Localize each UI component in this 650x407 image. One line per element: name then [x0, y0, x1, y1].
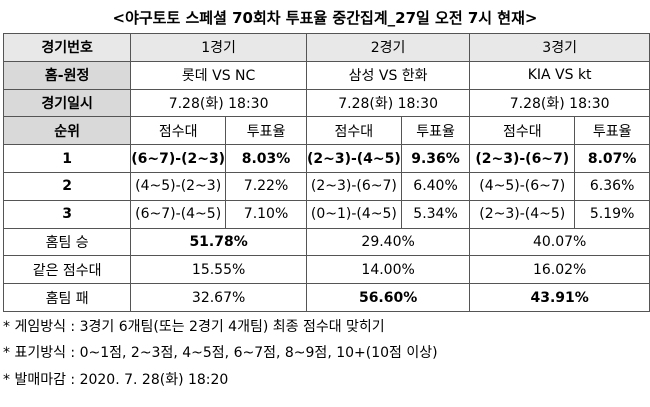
cell: 7.10%	[225, 199, 307, 229]
cell: 5.34%	[400, 199, 471, 229]
table-row: 홈-원정 롯데 VS NC 삼성 VS 한화 KIA VS kt	[2, 60, 650, 90]
rank: 1	[2, 144, 132, 173]
column-header: 투표율	[225, 116, 307, 146]
cell: 롯데 VS NC	[130, 60, 307, 90]
note: * 발매마감 : 2020. 7. 28(화) 18:20	[3, 372, 229, 388]
cell: 16.02%	[469, 255, 650, 285]
cell: 9.36%	[400, 144, 471, 173]
row-label: 홈팀 패	[2, 283, 132, 312]
cell: 14.00%	[305, 255, 471, 285]
cell: 2경기	[305, 33, 471, 62]
cell: 15.55%	[130, 255, 307, 285]
cell: 40.07%	[469, 227, 650, 257]
cell: 51.78%	[130, 227, 307, 257]
cell: 32.67%	[130, 283, 307, 312]
column-header: 점수대	[130, 116, 227, 146]
row-label: 홈-원정	[2, 60, 132, 90]
cell: (2~3)-(4~5)	[469, 199, 576, 229]
column-header: 투표율	[400, 116, 471, 146]
cell: 29.40%	[305, 227, 471, 257]
table-row: 경기일시 7.28(화) 18:30 7.28(화) 18:30 7.28(화) 18…	[2, 88, 650, 118]
cell: (4~5)-(2~3)	[130, 171, 227, 201]
cell: 8.07%	[574, 144, 650, 173]
cell: 56.60%	[305, 283, 471, 312]
table-row: 순위 점수대 투표율 점수대 투표율 점수대 투표율	[2, 116, 650, 146]
table-row: 같은 점수대 15.55% 14.00% 16.02%	[2, 255, 650, 285]
cell: 8.03%	[225, 144, 307, 173]
cell: 1경기	[130, 33, 307, 62]
rank: 2	[2, 171, 132, 201]
table-row: 홈팀 패 32.67% 56.60% 43.91%	[2, 283, 650, 312]
table-row: 홈팀 승 51.78% 29.40% 40.07%	[2, 227, 650, 257]
column-header: 점수대	[305, 116, 402, 146]
cell: 7.22%	[225, 171, 307, 201]
cell: (2~3)-(6~7)	[469, 144, 576, 173]
cell: 7.28(화) 18:30	[130, 88, 307, 118]
row-label: 같은 점수대	[2, 255, 132, 285]
table-row: 경기번호 1경기 2경기 3경기	[2, 33, 650, 62]
rank: 3	[2, 199, 132, 229]
cell: 3경기	[469, 33, 650, 62]
cell: 43.91%	[469, 283, 650, 312]
cell: (6~7)-(4~5)	[130, 199, 227, 229]
cell: KIA VS kt	[469, 60, 650, 90]
vote-table: 경기번호 1경기 2경기 3경기 홈-원정 롯데 VS NC 삼성 VS 한화 KIA VS …	[2, 33, 650, 312]
table-row: 3 (6~7)-(4~5) 7.10% (0~1)-(4~5) 5.34% (2~3)-(…	[2, 199, 650, 229]
cell: 5.19%	[574, 199, 650, 229]
row-label: 순위	[2, 116, 132, 146]
cell: 삼성 VS 한화	[305, 60, 471, 90]
table-row: 1 (6~7)-(2~3) 8.03% (2~3)-(4~5) 9.36% (2~3)-(…	[2, 144, 650, 173]
cell: 7.28(화) 18:30	[469, 88, 650, 118]
cell: (4~5)-(6~7)	[469, 171, 576, 201]
table-row: 2 (4~5)-(2~3) 7.22% (2~3)-(6~7) 6.40% (4~5)-(…	[2, 171, 650, 201]
row-label: 경기일시	[2, 88, 132, 118]
column-header: 점수대	[469, 116, 576, 146]
note: * 표기방식 : 0~1점, 2~3점, 4~5점, 6~7점, 8~9점, 1…	[3, 345, 438, 361]
cell: (2~3)-(4~5)	[305, 144, 402, 173]
cell: 7.28(화) 18:30	[305, 88, 471, 118]
column-header: 투표율	[574, 116, 650, 146]
cell: 6.36%	[574, 171, 650, 201]
cell: (2~3)-(6~7)	[305, 171, 402, 201]
title: <야구토토 스페셜 70회차 투표율 중간집계_27일 오전 7시 현재>	[112, 9, 538, 27]
row-label: 경기번호	[2, 33, 132, 62]
note: * 게임방식 : 3경기 6개팀(또는 2경기 4개팀) 최종 점수대 맞히기	[3, 319, 385, 335]
cell: (6~7)-(2~3)	[130, 144, 227, 173]
cell: 6.40%	[400, 171, 471, 201]
cell: (0~1)-(4~5)	[305, 199, 402, 229]
row-label: 홈팀 승	[2, 227, 132, 257]
